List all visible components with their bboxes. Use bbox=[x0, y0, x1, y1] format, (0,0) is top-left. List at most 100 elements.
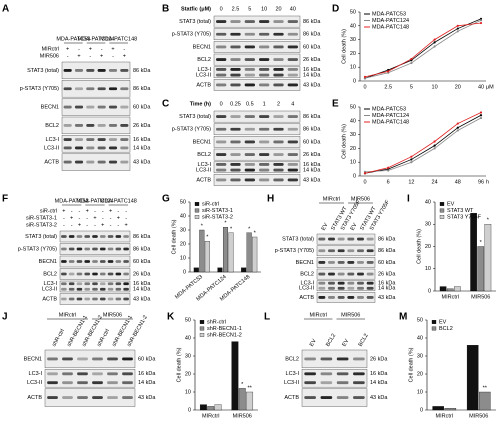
band bbox=[97, 105, 106, 109]
band bbox=[357, 286, 364, 290]
x-tick-label: MIR506 bbox=[233, 413, 252, 419]
bar bbox=[199, 404, 207, 411]
condition-mark: + bbox=[77, 53, 80, 59]
band bbox=[230, 20, 241, 23]
y-tick-label: 30 bbox=[185, 353, 191, 359]
bar bbox=[484, 224, 492, 292]
group-label: MDA-PATC53 bbox=[56, 36, 90, 42]
blot-strip bbox=[61, 61, 131, 80]
lane-label: EV bbox=[341, 338, 350, 348]
band bbox=[244, 168, 255, 172]
band bbox=[259, 20, 270, 23]
band bbox=[347, 272, 355, 276]
band bbox=[99, 235, 106, 238]
band bbox=[287, 73, 298, 77]
significance: * bbox=[241, 382, 244, 388]
kda-label: 14 kDa bbox=[133, 145, 151, 151]
band bbox=[99, 282, 106, 286]
panel-letter: C bbox=[162, 99, 169, 110]
band bbox=[273, 168, 284, 172]
band bbox=[122, 372, 133, 376]
dose-level: 0 bbox=[220, 6, 223, 12]
band bbox=[107, 235, 114, 238]
band bbox=[230, 83, 241, 87]
band bbox=[273, 115, 284, 118]
significance: ** bbox=[483, 385, 488, 391]
blot-strip bbox=[301, 388, 368, 407]
condition-mark: + bbox=[117, 215, 120, 221]
band bbox=[287, 168, 298, 172]
band bbox=[230, 58, 241, 61]
point bbox=[456, 24, 459, 27]
bar bbox=[446, 288, 454, 292]
bar bbox=[478, 391, 491, 411]
point bbox=[410, 158, 413, 161]
band bbox=[84, 272, 91, 276]
significance: * bbox=[248, 226, 251, 232]
band bbox=[244, 127, 255, 131]
lane-label: EV bbox=[309, 338, 318, 348]
panel-letter: F bbox=[2, 194, 8, 205]
band bbox=[259, 140, 270, 144]
legend-label: shR-BECN1-2 bbox=[207, 332, 242, 338]
band bbox=[244, 58, 255, 61]
bar bbox=[207, 406, 215, 411]
kda-label: 16 kDa bbox=[138, 371, 156, 377]
blot-strip bbox=[316, 245, 376, 257]
band bbox=[259, 83, 270, 87]
blot-strip bbox=[316, 257, 376, 268]
band bbox=[84, 235, 91, 238]
series-line bbox=[364, 18, 482, 79]
band bbox=[68, 235, 75, 238]
band bbox=[63, 105, 72, 109]
point bbox=[387, 166, 390, 169]
legend-label: MDA-PATC53 bbox=[372, 11, 406, 17]
band bbox=[287, 58, 298, 61]
band bbox=[107, 287, 114, 291]
band bbox=[68, 287, 75, 291]
kda-label: 60 kDa bbox=[303, 44, 321, 50]
band bbox=[115, 235, 122, 238]
band bbox=[97, 138, 106, 141]
y-tick-label: 0 bbox=[353, 78, 356, 84]
blot-strip bbox=[213, 161, 301, 174]
band bbox=[120, 69, 129, 72]
x-tick-label: MIR506 bbox=[469, 413, 488, 419]
series-line bbox=[364, 114, 482, 174]
y-tick-label: 30 bbox=[425, 222, 431, 228]
bar bbox=[466, 345, 479, 411]
protein-label: BECN1 bbox=[193, 44, 211, 50]
band bbox=[61, 282, 67, 286]
lane-label: shR-ctrl bbox=[96, 328, 111, 347]
band bbox=[353, 381, 365, 385]
protein-label: ACTB bbox=[44, 160, 59, 166]
protein-label: BCL2 bbox=[285, 356, 299, 362]
bar bbox=[444, 408, 457, 411]
band bbox=[107, 372, 118, 376]
band bbox=[366, 272, 374, 276]
kda-label: 43 kDa bbox=[303, 82, 321, 88]
band bbox=[230, 115, 241, 118]
kda-label: 86 kDa bbox=[303, 19, 321, 25]
blot-strip bbox=[61, 153, 131, 171]
band bbox=[108, 87, 118, 91]
blot-strip bbox=[213, 79, 301, 91]
band bbox=[273, 20, 284, 23]
band bbox=[320, 381, 333, 385]
band bbox=[244, 153, 255, 156]
y-tick-label: 10 bbox=[350, 65, 356, 71]
point bbox=[387, 169, 390, 172]
dose-level: 2 bbox=[277, 101, 280, 107]
band bbox=[216, 153, 227, 156]
panel-letter: L bbox=[264, 312, 270, 323]
band bbox=[123, 287, 129, 291]
point bbox=[387, 70, 390, 73]
band bbox=[318, 281, 326, 285]
band bbox=[337, 286, 345, 290]
band bbox=[108, 160, 118, 164]
y-tick-label: 30 bbox=[350, 132, 356, 138]
band bbox=[92, 235, 98, 238]
condition-mark: + bbox=[62, 208, 65, 214]
kda-label: 86 kDa bbox=[303, 32, 321, 38]
point bbox=[433, 140, 436, 143]
